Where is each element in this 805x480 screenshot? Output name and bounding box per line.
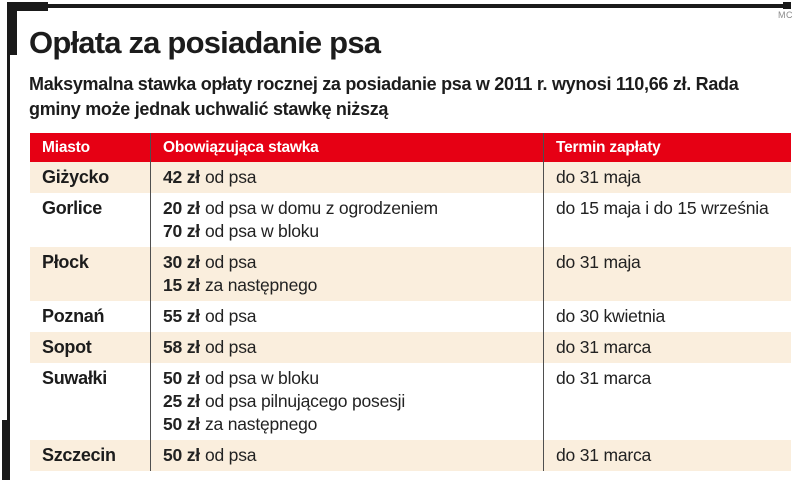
rate-cell: 50 zł od psa	[150, 440, 543, 471]
rate-amount: 55 zł	[163, 306, 200, 326]
table-row: Poznań 55 zł od psa do 30 kwietnia	[30, 301, 791, 332]
deadline-cell: do 30 kwietnia	[543, 301, 791, 332]
frame-left-bottom-bar	[2, 420, 10, 480]
rate-cell: 42 zł od psa	[150, 162, 543, 193]
page-title: Opłata za posiadanie psa	[29, 25, 381, 60]
rate-desc: za następnego	[204, 414, 318, 434]
rate-amount: 15 zł	[163, 275, 200, 295]
table-row: Suwałki 50 zł od psa w bloku 25 zł od psa …	[30, 363, 791, 440]
table-row: Gorlice 20 zł od psa w domu z ogrodzeniem…	[30, 193, 791, 247]
rate-cell: 50 zł od psa w bloku 25 zł od psa pilnując…	[150, 363, 543, 440]
frame-corner-horizontal	[8, 2, 48, 11]
deadline-cell: do 31 maja	[543, 247, 791, 301]
rate-line: 58 zł od psa	[163, 336, 537, 359]
city-cell: Sopot	[42, 337, 92, 357]
rate-amount: 20 zł	[163, 198, 200, 218]
city-cell: Poznań	[42, 306, 105, 326]
column-header-rate: Obowiązująca stawka	[150, 133, 543, 162]
rate-desc: za następnego	[204, 275, 318, 295]
rate-desc: od psa w bloku	[204, 368, 319, 388]
rate-amount: 50 zł	[163, 445, 200, 465]
rate-line: 30 zł od psa	[163, 251, 537, 274]
rate-line: 55 zł od psa	[163, 305, 537, 328]
rate-desc: od psa	[204, 167, 257, 187]
rate-desc: od psa	[204, 306, 257, 326]
rate-desc: od psa	[204, 337, 257, 357]
city-cell: Giżycko	[42, 167, 109, 187]
rate-line: 70 zł od psa w bloku	[163, 220, 537, 243]
rate-line: 20 zł od psa w domu z ogrodzeniem	[163, 197, 537, 220]
rate-desc: od psa	[204, 445, 257, 465]
fees-table: Miasto Obowiązująca stawka Termin zapłat…	[30, 133, 791, 471]
frame-top-line	[10, 4, 789, 8]
city-cell: Suwałki	[42, 368, 107, 388]
rate-amount: 30 zł	[163, 252, 200, 272]
deadline-cell: do 31 maja	[543, 162, 791, 193]
table-row: Sopot 58 zł od psa do 31 marca	[30, 332, 791, 363]
rate-amount: 42 zł	[163, 167, 200, 187]
deadline-cell: do 31 marca	[543, 440, 791, 471]
rate-amount: 25 zł	[163, 391, 200, 411]
rate-cell: 55 zł od psa	[150, 301, 543, 332]
rate-line: 25 zł od psa pilnującego posesji	[163, 390, 537, 413]
rate-line: 50 zł od psa	[163, 444, 537, 467]
rate-cell: 20 zł od psa w domu z ogrodzeniem 70 zł od…	[150, 193, 543, 247]
deadline-cell: do 31 marca	[543, 332, 791, 363]
table-header-row: Miasto Obowiązująca stawka Termin zapłat…	[30, 133, 791, 162]
column-header-deadline: Termin zapłaty	[543, 133, 791, 162]
rate-line: 50 zł od psa w bloku	[163, 367, 537, 390]
rate-amount: 50 zł	[163, 368, 200, 388]
frame-top-line-cap	[783, 2, 791, 9]
table-row: Szczecin 50 zł od psa do 31 marca	[30, 440, 791, 471]
rate-desc: od psa	[204, 252, 257, 272]
deadline-cell: do 15 maja i do 15 września	[543, 193, 791, 247]
city-cell: Gorlice	[42, 198, 102, 218]
rate-amount: 50 zł	[163, 414, 200, 434]
deadline-cell: do 31 marca	[543, 363, 791, 440]
rate-desc: od psa w domu z ogrodzeniem	[204, 198, 438, 218]
table-row: Płock 30 zł od psa 15 zł za następnego do …	[30, 247, 791, 301]
rate-desc: od psa w bloku	[204, 221, 319, 241]
rate-line: 15 zł za następnego	[163, 274, 537, 297]
city-cell: Płock	[42, 252, 89, 272]
rate-cell: 30 zł od psa 15 zł za następnego	[150, 247, 543, 301]
rate-amount: 70 zł	[163, 221, 200, 241]
page-subtitle: Maksymalna stawka opłaty rocznej za posi…	[29, 74, 739, 119]
rate-desc: od psa pilnującego posesji	[204, 391, 406, 411]
rate-amount: 58 zł	[163, 337, 200, 357]
credit-initials: MC	[778, 10, 793, 20]
city-cell: Szczecin	[42, 445, 116, 465]
frame-left-line	[7, 2, 10, 478]
column-header-city: Miasto	[42, 139, 90, 156]
frame-corner-vertical	[7, 2, 17, 55]
rate-line: 50 zł za następnego	[163, 413, 537, 436]
table-row: Giżycko 42 zł od psa do 31 maja	[30, 162, 791, 193]
rate-cell: 58 zł od psa	[150, 332, 543, 363]
rate-line: 42 zł od psa	[163, 166, 537, 189]
